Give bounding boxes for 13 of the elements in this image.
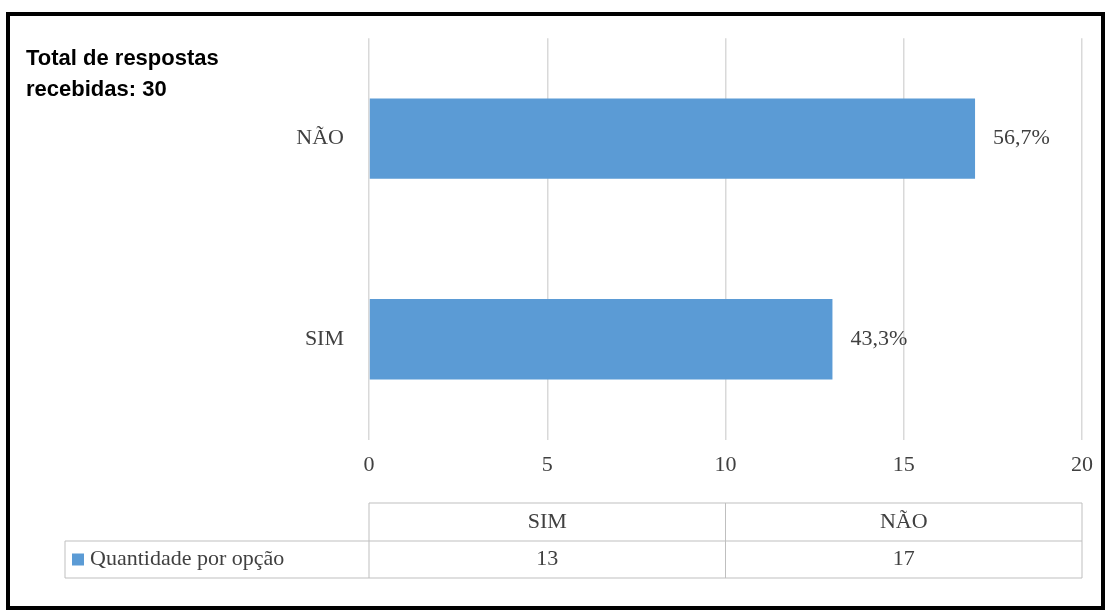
category-label: NÃO [879,507,928,533]
x-tick-label: 5 [541,450,553,476]
annotation: 43,3% [850,325,908,351]
text: 13 [536,545,559,571]
annotation: 56,7% [993,124,1050,150]
text: Total de respostas recebidas: 30 [26,44,220,103]
legend-label: Quantidade por opção [90,545,285,571]
x-tick-label: 10 [714,450,737,476]
x-tick-label: 0 [363,450,375,476]
x-tick-label: 20 [1071,450,1093,476]
x-tick-label: 15 [892,450,915,476]
text: 17 [892,545,915,571]
category-label: SIM [527,507,567,533]
